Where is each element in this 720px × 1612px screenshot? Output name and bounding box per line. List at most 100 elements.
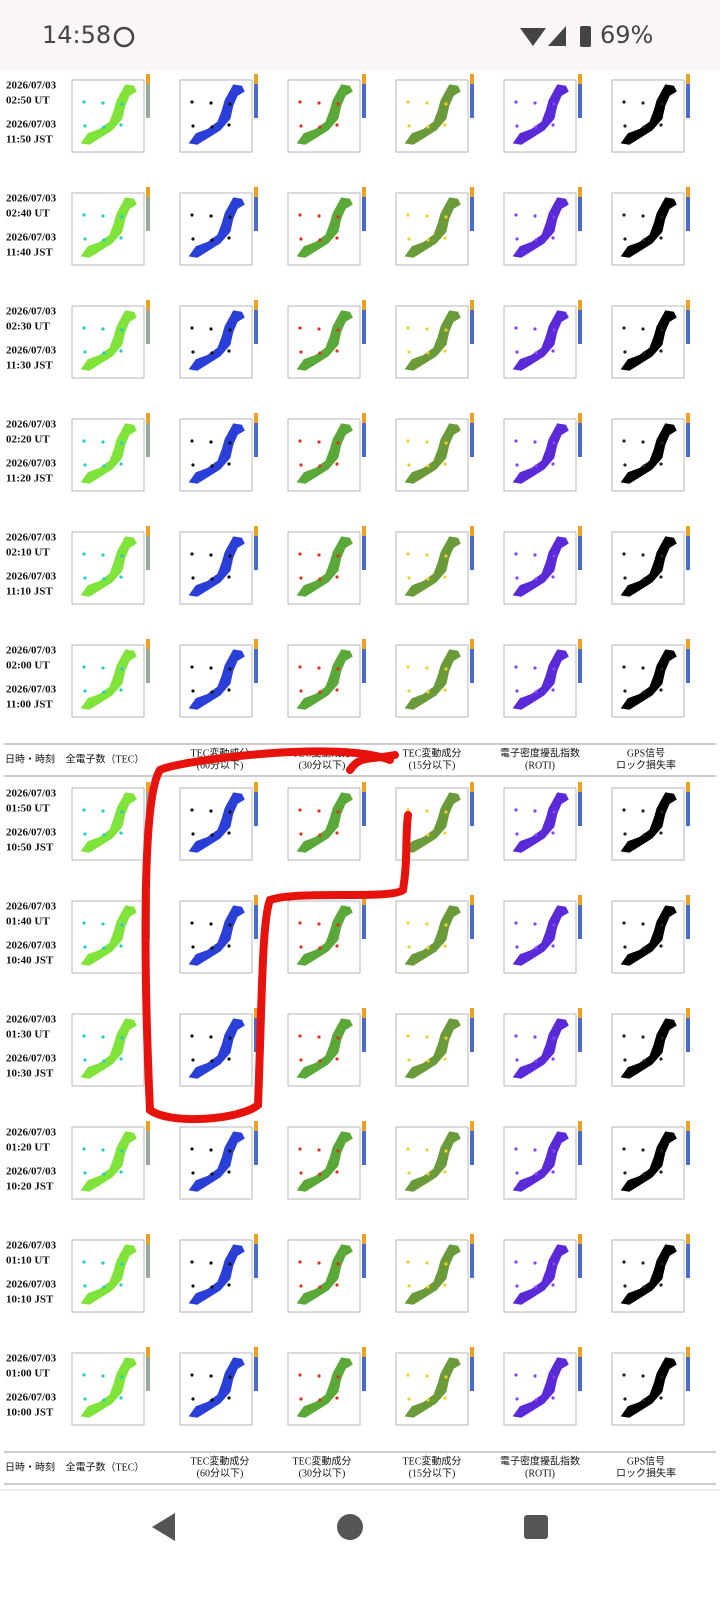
colorbar-top <box>362 1121 366 1131</box>
map-dot <box>623 1058 627 1062</box>
map-dot <box>119 462 123 466</box>
column-header: TEC変動成分 <box>191 1454 250 1467</box>
map-dot <box>444 1375 448 1379</box>
map-dot <box>641 809 645 813</box>
colorbar <box>254 782 258 826</box>
map-region <box>512 1131 569 1192</box>
timestamp: 2026/07/03 <box>6 788 57 800</box>
map-dot <box>407 124 411 128</box>
map-region <box>188 1244 245 1305</box>
map-dot <box>622 326 626 330</box>
map-dot <box>641 1035 645 1039</box>
colorbar-top <box>686 300 690 310</box>
map-dot <box>659 944 663 948</box>
map-dot <box>299 124 303 128</box>
map-dot <box>659 831 663 835</box>
back-button[interactable] <box>152 1513 175 1541</box>
map-dot <box>622 1034 626 1038</box>
map-dot <box>119 349 123 353</box>
map-dot <box>426 833 430 837</box>
colorbar <box>686 782 690 826</box>
map-dot <box>209 101 213 105</box>
column-header: 日時・時刻 <box>5 1460 55 1473</box>
map-dot <box>407 237 411 241</box>
map-dot <box>443 236 447 240</box>
map-dot <box>227 1396 231 1400</box>
map-region <box>512 423 569 484</box>
map-region <box>80 84 137 145</box>
map-dot <box>622 100 626 104</box>
status-bar <box>0 0 720 70</box>
map-dot <box>119 1283 123 1287</box>
map-dot <box>318 1398 322 1402</box>
map-dot <box>82 1034 86 1038</box>
map-dot <box>660 328 664 332</box>
map-dot <box>102 238 106 242</box>
map-dot <box>515 1058 519 1062</box>
map-dot <box>642 1172 646 1176</box>
map-dot <box>120 1375 124 1379</box>
map-dot <box>551 1057 555 1061</box>
map-dot <box>228 102 232 106</box>
timestamp: 11:50 JST <box>6 134 53 146</box>
map-dot <box>119 688 123 692</box>
map-dot <box>642 577 646 581</box>
map-region <box>620 536 677 597</box>
map-dot <box>642 238 646 242</box>
map-dot <box>102 1398 106 1402</box>
colorbar <box>470 526 474 570</box>
map-dot <box>120 328 124 332</box>
timestamp: 11:30 JST <box>6 360 53 372</box>
map-region <box>620 1018 677 1079</box>
map-dot <box>299 463 303 467</box>
map-region <box>188 1357 245 1418</box>
timestamp: 2026/07/03 <box>6 458 57 470</box>
map-region <box>80 792 137 853</box>
map-region <box>296 1244 353 1305</box>
map-dot <box>191 350 195 354</box>
colorbar <box>578 1008 582 1052</box>
column-header: 電子密度擾乱指数 <box>500 1454 580 1467</box>
colorbar-top <box>362 413 366 423</box>
colorbar <box>686 639 690 683</box>
map-dot <box>642 125 646 129</box>
map-region <box>188 649 245 710</box>
column-header: 全電子数（TEC） <box>66 752 145 765</box>
map-dot <box>120 1149 124 1153</box>
map-region <box>80 649 137 710</box>
home-button[interactable] <box>337 1514 363 1540</box>
timestamp: 2026/07/03 <box>6 419 57 431</box>
map-region <box>620 423 677 484</box>
map-dot <box>622 552 626 556</box>
map-dot <box>190 1260 194 1264</box>
column-header: TEC変動成分 <box>403 746 462 759</box>
map-dot <box>443 1170 447 1174</box>
map-dot <box>551 575 555 579</box>
map-dot <box>533 1148 537 1152</box>
map-dot <box>82 665 86 669</box>
colorbar <box>146 187 150 231</box>
colorbar-top <box>146 187 150 197</box>
map-dot <box>102 1285 106 1289</box>
map-dot <box>426 464 430 468</box>
map-dot <box>642 1059 646 1063</box>
map-dot <box>336 441 340 445</box>
colorbar <box>470 782 474 826</box>
recents-button[interactable] <box>524 1515 548 1539</box>
map-dot <box>623 463 627 467</box>
map-dot <box>659 688 663 692</box>
map-dot <box>533 553 537 557</box>
map-dot <box>623 1397 627 1401</box>
map-dot <box>514 100 518 104</box>
timestamp: 2026/07/03 <box>6 232 57 244</box>
map-dot <box>551 462 555 466</box>
map-dot <box>317 666 321 670</box>
map-dot <box>298 439 302 443</box>
map-dot <box>534 125 538 129</box>
colorbar-top <box>146 300 150 310</box>
map-dot <box>515 1284 519 1288</box>
map-dot <box>120 441 124 445</box>
map-dot <box>83 350 87 354</box>
map-dot <box>515 945 519 949</box>
colorbar <box>470 1121 474 1165</box>
